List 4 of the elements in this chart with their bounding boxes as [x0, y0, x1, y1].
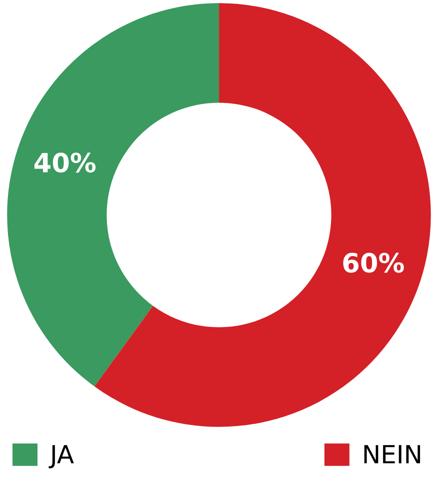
legend-label: NEIN: [364, 445, 420, 464]
data-label: 60%: [343, 252, 404, 273]
legend-label: JA: [48, 445, 74, 468]
data-label: 40%: [34, 152, 96, 173]
